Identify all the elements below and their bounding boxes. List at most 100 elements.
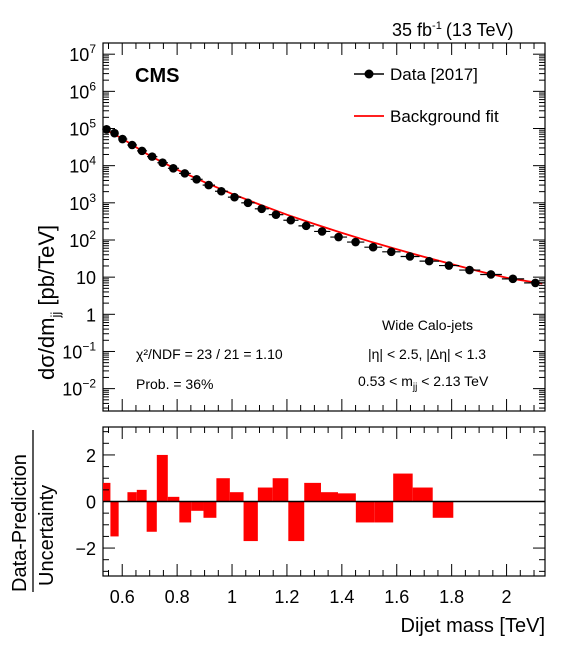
data-point [180, 169, 190, 178]
pull-bar [203, 501, 217, 518]
data-point [317, 227, 327, 236]
pull-y-tick-label: 0 [86, 493, 96, 513]
data-point [386, 247, 396, 257]
legend-data-marker [364, 69, 374, 79]
pull-bar [374, 501, 394, 523]
pull-bar [412, 487, 433, 502]
x-tick-label: 0.8 [165, 587, 190, 607]
luminosity-label: 35 fb-1 (13 TeV) [392, 20, 514, 40]
pull-bar [136, 489, 147, 502]
pull-bar [304, 482, 321, 502]
data-point [286, 215, 296, 225]
x-tick-label: 1.6 [384, 587, 409, 607]
pull-bar [110, 501, 119, 537]
data-point [137, 146, 147, 156]
data-point [334, 232, 343, 242]
x-tick-label: 1 [227, 587, 237, 607]
x-tick-label: 0.6 [110, 587, 135, 607]
y-tick-label: 104 [69, 154, 96, 177]
pull-bar [432, 501, 454, 518]
data-point [192, 174, 201, 184]
spectrum-panel-frame [102, 42, 546, 412]
data-point [301, 221, 311, 231]
data-point [110, 128, 119, 138]
svg-text:dσ/dmjj [pb/TeV]: dσ/dmjj [pb/TeV] [34, 225, 63, 380]
legend-fit-label: Background fit [390, 107, 499, 126]
pull-bar [272, 478, 289, 502]
pull-bars [103, 454, 454, 542]
y-tick-label: 10−1 [62, 339, 96, 362]
pull-bar [320, 492, 339, 502]
pull-y-axis-label: Data-Prediction Uncertainty [9, 430, 58, 592]
data-point [271, 210, 281, 219]
data-point [127, 140, 137, 150]
eta-cut-annotation: |η| < 2.5, |Δη| < 1.3 [368, 346, 486, 362]
pull-y-axis: 2 0 −2 [75, 431, 545, 572]
pull-ylabel-denominator: Uncertainty [36, 485, 58, 586]
data-point [204, 180, 213, 190]
jets-annotation: Wide Calo-jets [382, 317, 473, 333]
data-point [102, 125, 111, 134]
data-point [405, 252, 415, 261]
x-tick-label: 1.8 [439, 587, 464, 607]
pull-bar [103, 482, 111, 502]
y-tick-label: 102 [69, 228, 96, 251]
pull-bar [191, 501, 204, 511]
data-point [368, 242, 378, 252]
pull-ylabel-numerator: Data-Prediction [9, 454, 31, 592]
data-point [147, 152, 157, 161]
y-tick-label: 106 [69, 79, 96, 102]
pull-y-tick-label: 2 [86, 446, 96, 466]
data-point [243, 198, 253, 208]
pull-bar [216, 478, 230, 502]
data-point [257, 204, 266, 214]
pull-bar [338, 493, 356, 502]
background-fit-curve [102, 127, 543, 285]
y-tick-label: 107 [69, 42, 96, 65]
experiment-label: CMS [135, 65, 179, 87]
prob-annotation: Prob. = 36% [136, 376, 213, 392]
pull-bar [146, 501, 157, 532]
data-points [102, 125, 545, 288]
pull-bar [288, 501, 305, 542]
pull-bar [257, 487, 273, 502]
data-point [168, 163, 178, 173]
pull-bar [355, 501, 375, 523]
pull-bar [156, 454, 168, 502]
pull-bar [167, 496, 180, 502]
y-tick-label: 105 [69, 117, 96, 140]
y-tick-label: 10−2 [62, 377, 96, 400]
pull-bar [127, 492, 137, 502]
pull-bar [393, 473, 413, 502]
data-point [531, 278, 540, 288]
pull-bar [243, 501, 258, 542]
y-tick-label: 1 [86, 305, 96, 325]
x-tick-label: 1.2 [274, 587, 299, 607]
data-point [465, 265, 474, 275]
data-point [158, 158, 167, 168]
mass-cut-annotation: 0.53 < mjj < 2.13 TeV [358, 373, 489, 393]
pull-bar [229, 492, 244, 502]
x-tick-label: 2 [502, 587, 512, 607]
legend-data-label: Data [2017] [390, 65, 478, 84]
data-point [230, 192, 239, 202]
x-tick-label: 1.4 [329, 587, 354, 607]
data-point [424, 256, 434, 266]
legend: Data [2017] Background fit [354, 65, 499, 126]
pull-y-tick-label: −2 [75, 539, 96, 559]
chi2-annotation: χ²/NDF = 23 / 21 = 1.10 [136, 346, 283, 362]
background-fit-line [102, 127, 543, 285]
y-tick-label: 103 [69, 191, 96, 214]
data-point [118, 134, 127, 144]
y-tick-label: 10 [76, 268, 96, 288]
data-point [486, 270, 496, 279]
spectrum-y-axis-label: dσ/dmjj [pb/TeV] [34, 225, 63, 380]
spectrum-x-ticks [107, 43, 535, 411]
data-point [217, 186, 226, 196]
data-point [444, 261, 454, 270]
x-axis-label: Dijet mass [TeV] [401, 615, 545, 637]
data-point [508, 274, 518, 284]
data-point [351, 237, 360, 247]
pull-bar [179, 501, 192, 523]
